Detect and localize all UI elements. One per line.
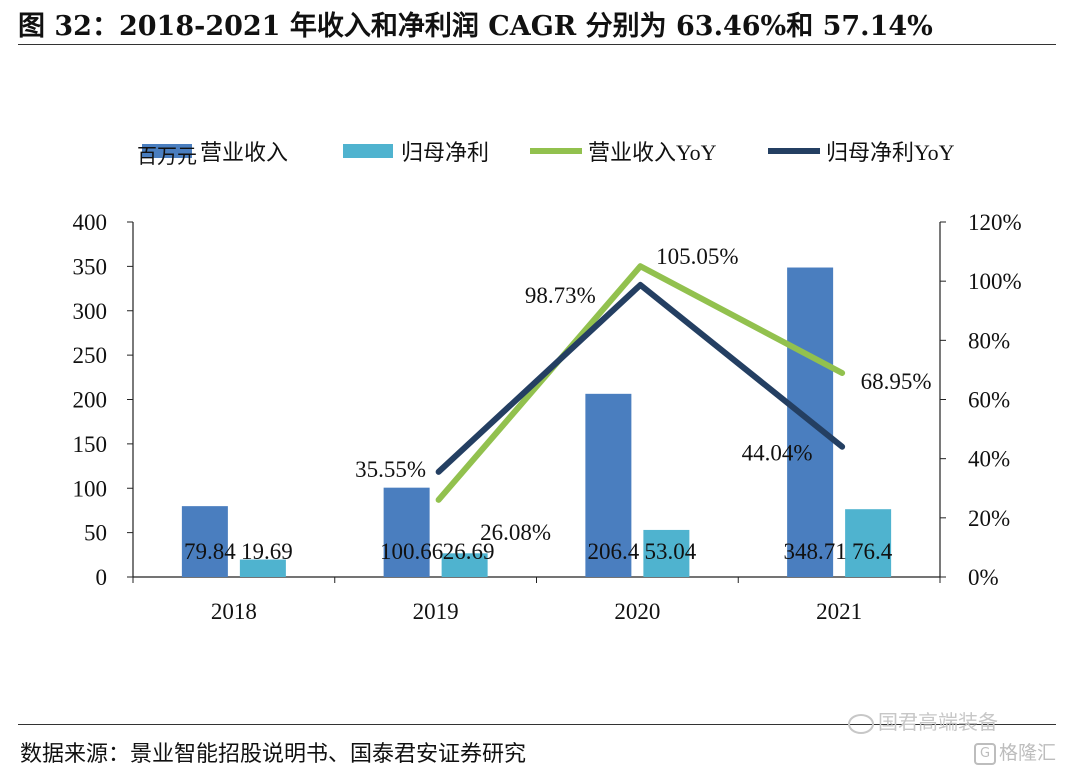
watermark: 国君高端装备 [848,706,998,735]
left-axis-tick-label: 50 [84,521,107,546]
left-axis-unit-label: 百万元 [137,146,197,168]
source-note: 数据来源：景业智能招股说明书、国泰君安证券研究 [20,742,527,767]
line-profit-yoy-data-label: 44.04% [742,441,813,466]
figure-title: 图 32：2018-2021 年收入和净利润 CAGR 分别为 63.46%和 … [18,11,933,42]
bar-profit [845,509,892,577]
point-revenue-yoy [841,372,843,374]
bar-revenue-data-label: 206.4 [588,539,640,564]
bar-profit-data-label: 53.04 [645,539,697,564]
right-axis-tick-label: 20% [968,506,1010,531]
line-revenue-yoy-data-label: 26.08% [480,520,551,545]
legend-label: 归母净利 [401,140,489,165]
logo-icon: G [974,742,996,765]
logo-text: 格隆汇 [999,742,1057,764]
line-revenue-yoy-data-label: 68.95% [861,369,932,394]
line-profit-yoy-data-label: 98.73% [525,283,596,308]
left-axis-tick-label: 0 [96,565,108,590]
legend-swatch [343,144,393,158]
legend-swatch [142,144,192,158]
title-rule [18,44,1056,45]
right-axis-tick-label: 80% [968,328,1010,353]
bar-profit-data-label: 76.4 [852,539,893,564]
bar-profit-data-label: 19.69 [241,539,293,564]
logo: G 格隆汇 [974,738,1056,765]
bar-profit-data-label: 26.69 [443,539,495,564]
x-axis-tick-label: 2019 [413,599,459,624]
bar-profit [239,559,286,577]
right-axis-tick-label: 0% [968,565,999,590]
left-axis-tick-label: 100 [73,476,108,501]
point-profit-yoy [639,284,641,286]
watermark-text: 国君高端装备 [878,710,998,734]
bar-revenue [383,487,430,577]
line-profit-yoy-data-label: 35.55% [355,457,426,482]
bar-revenue-data-label: 79.84 [184,539,236,564]
point-revenue-yoy [639,265,641,267]
legend-label: 营业收入 [200,140,288,165]
left-axis-tick-label: 300 [73,299,108,324]
right-axis-tick-label: 100% [968,269,1022,294]
x-axis-tick-label: 2020 [614,599,660,624]
source-rule [18,724,1056,725]
line-revenue-yoy-data-label: 105.05% [656,244,738,269]
left-axis-tick-label: 350 [73,254,108,279]
wechat-icon [848,713,874,734]
bar-revenue-data-label: 348.71 [784,539,847,564]
right-axis-tick-label: 60% [968,388,1010,413]
right-axis-tick-label: 40% [968,447,1010,472]
bar-revenue [585,393,632,577]
bar-revenue-data-label: 100.66 [380,539,443,564]
point-profit-yoy [438,471,440,473]
bar-profit [643,529,690,577]
left-axis-tick-label: 150 [73,432,108,457]
right-axis-tick-label: 120% [968,210,1022,235]
legend-label: 营业收入YoY [588,140,717,165]
chart: 0 50 100 150 200 250 300 350 400 0% 20% 40% 60% 80% 10… [73,140,1022,624]
point-revenue-yoy [438,499,440,501]
left-axis-tick-label: 200 [73,388,108,413]
x-axis-tick-label: 2021 [816,599,862,624]
x-axis-tick-label: 2018 [211,599,257,624]
bar-profit [441,553,488,577]
bar-revenue [181,506,228,577]
legend-label: 归母净利YoY [826,140,955,165]
left-axis-tick-label: 400 [73,210,108,235]
point-profit-yoy [841,446,843,448]
left-axis-tick-label: 250 [73,343,108,368]
